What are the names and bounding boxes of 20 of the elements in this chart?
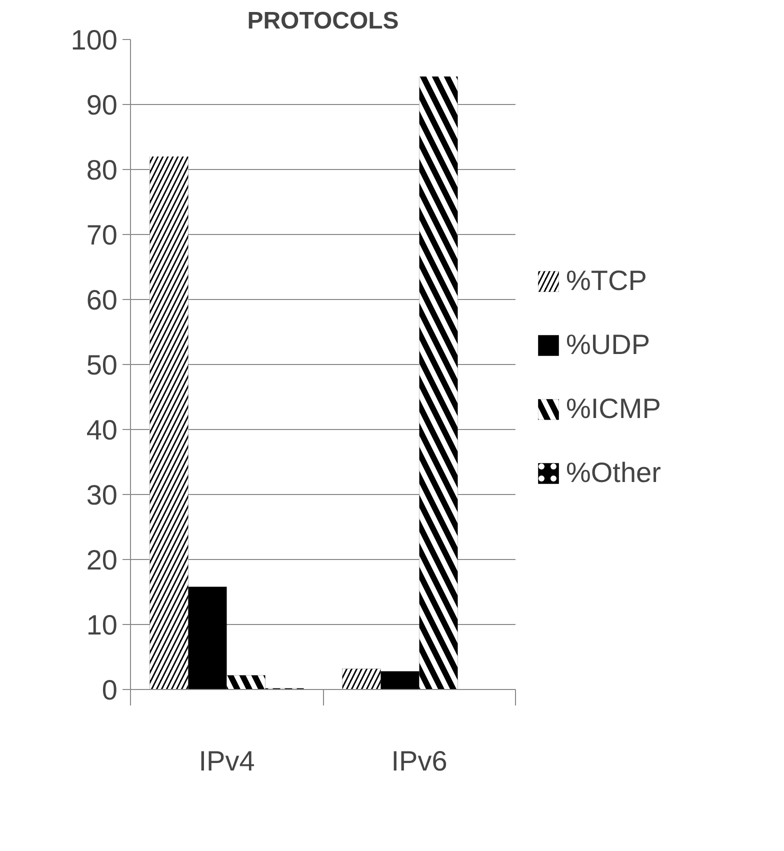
y-tick-label: 100 — [70, 24, 118, 56]
legend-label: %ICMP — [566, 393, 661, 425]
y-tick-label: 40 — [86, 414, 118, 446]
x-tick-label: IPv4 — [198, 746, 255, 776]
y-tick-label: 90 — [86, 90, 118, 120]
y-tick-label: 50 — [86, 350, 118, 380]
legend-label: %TCP — [566, 265, 647, 297]
chart-title: PROTOCOLS — [247, 8, 399, 34]
y-tick-label: 70 — [86, 220, 118, 250]
y-tick-label: 80 — [86, 154, 118, 186]
y-tick-label: 0 — [102, 674, 118, 706]
y-tick-label: 30 — [86, 480, 118, 510]
y-tick-label: 60 — [86, 284, 118, 316]
bar — [188, 586, 227, 690]
bar — [380, 671, 420, 690]
y-tick-label: 10 — [86, 610, 118, 640]
legend-label: %UDP — [566, 329, 650, 361]
y-tick-label: 20 — [86, 544, 118, 576]
x-tick-label: IPv6 — [391, 746, 448, 776]
legend-label: %Other — [566, 457, 661, 489]
